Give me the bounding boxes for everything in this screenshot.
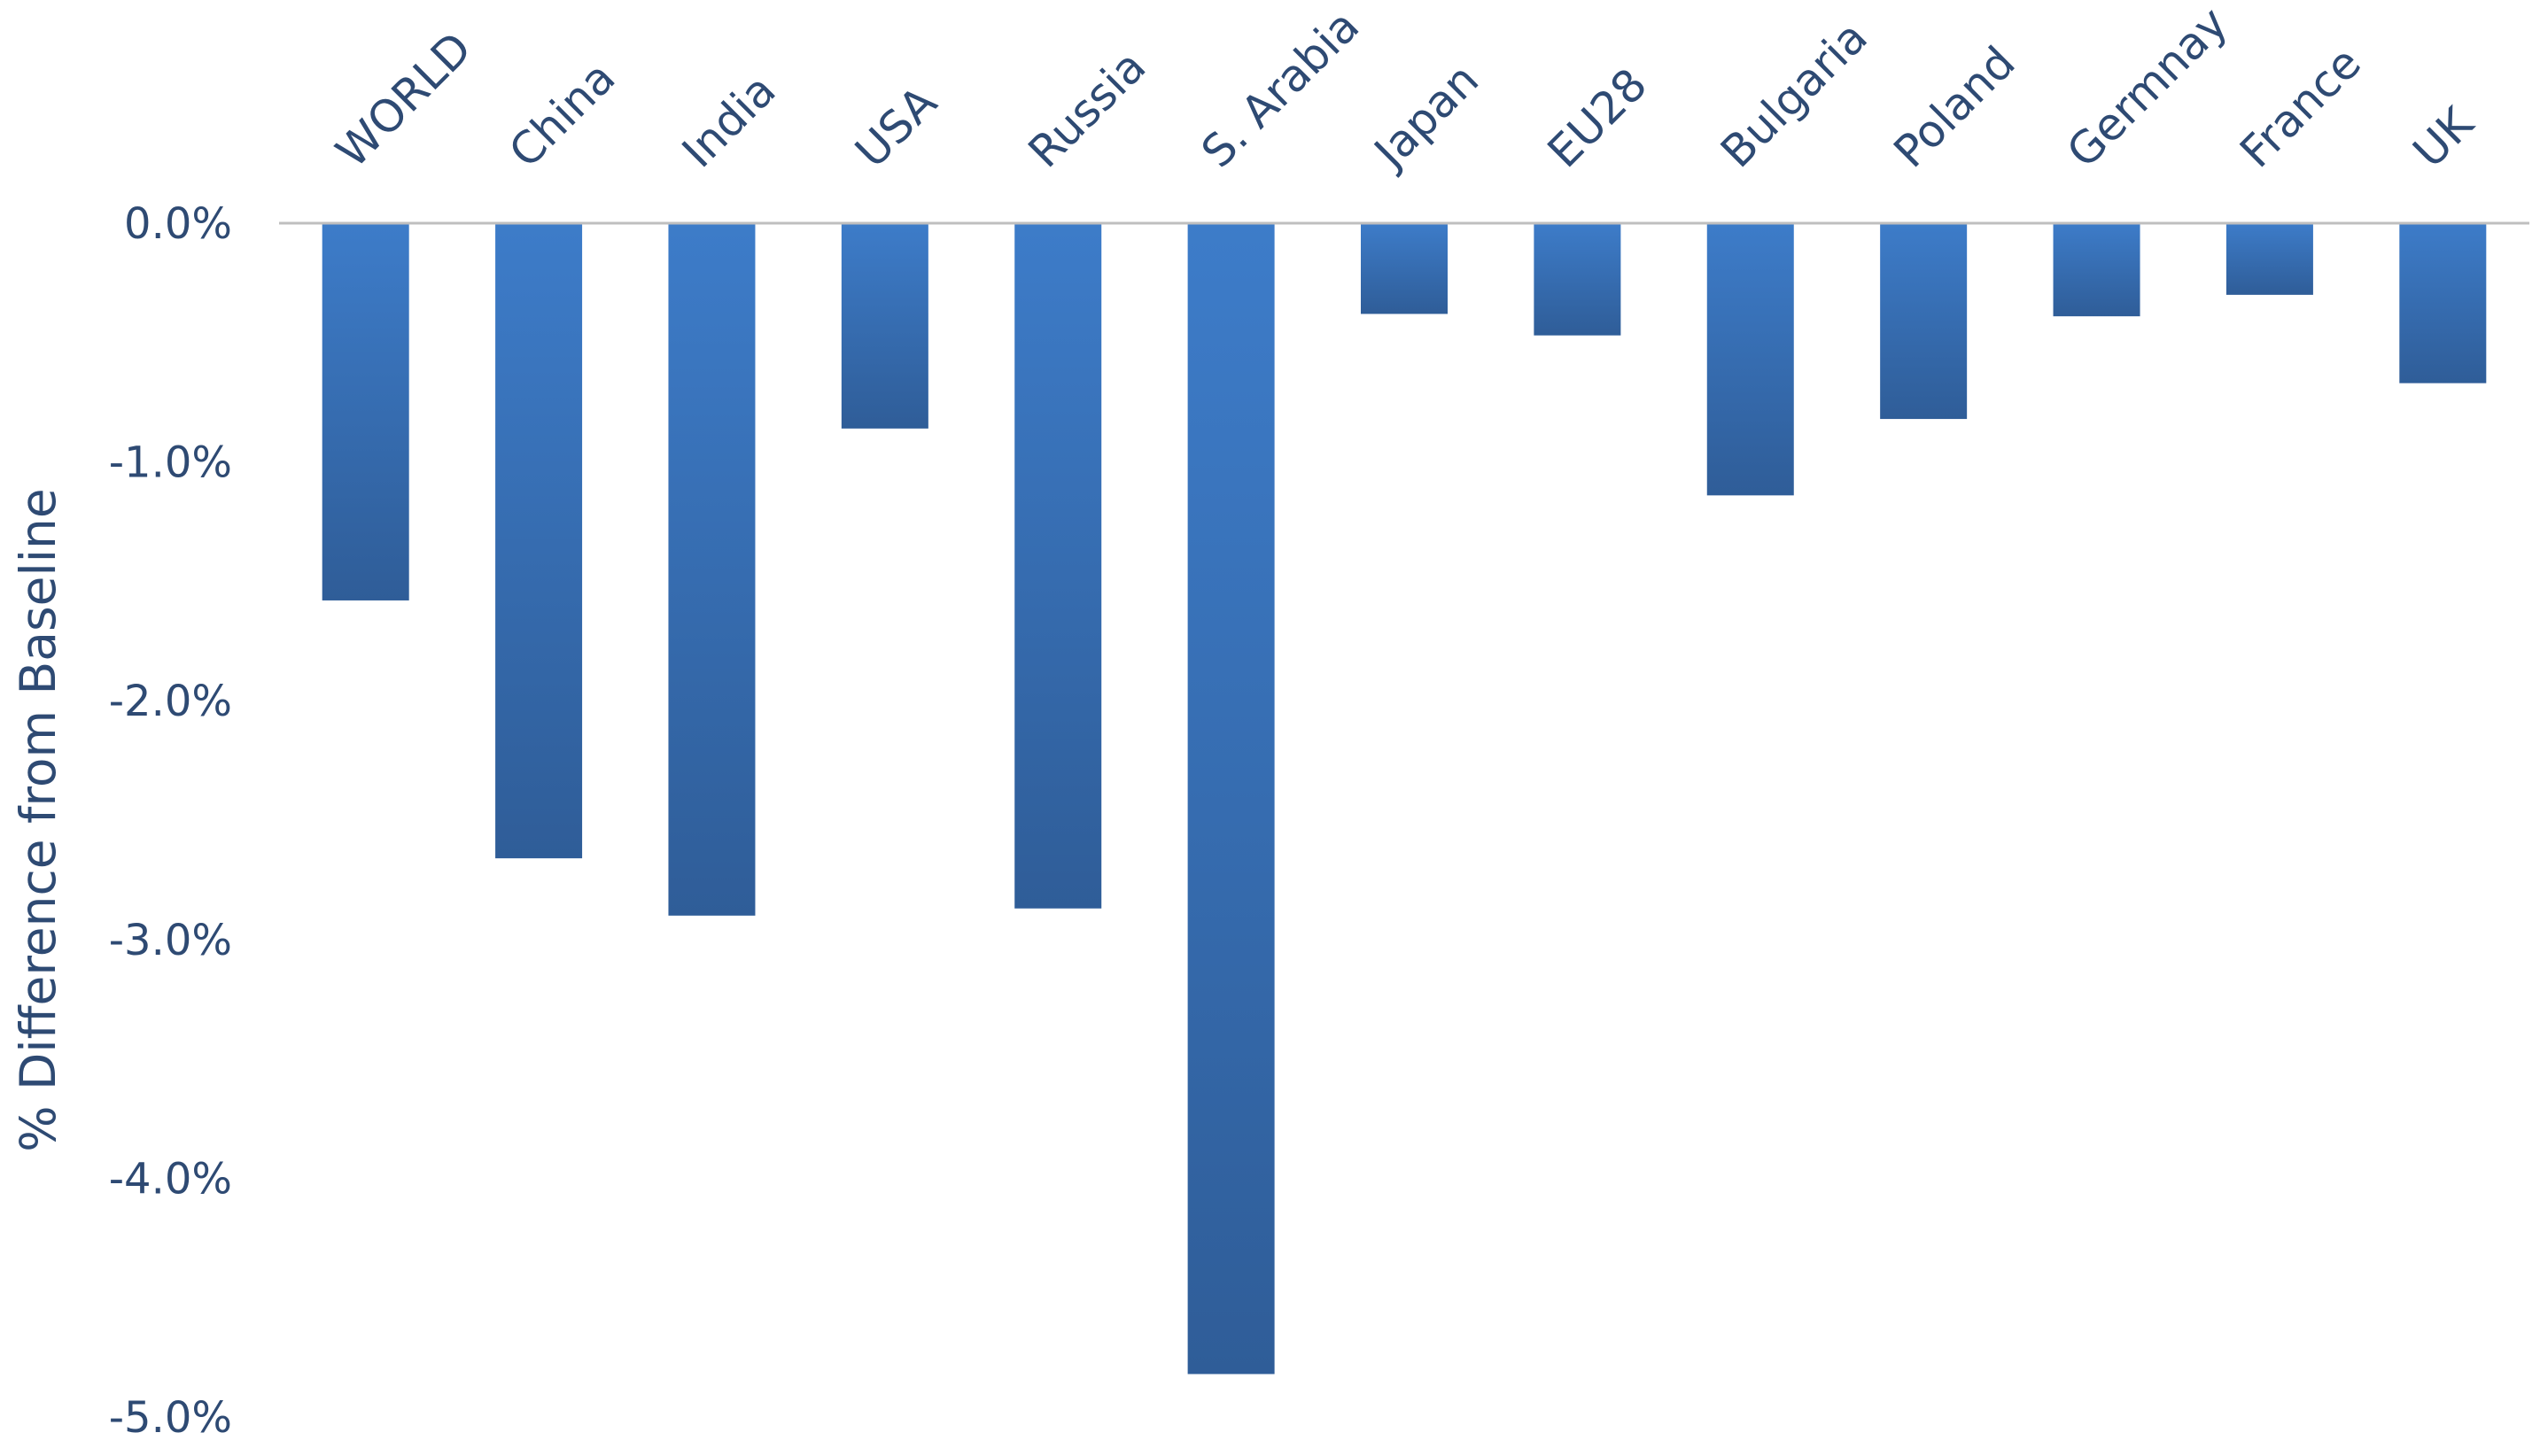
y-tick-label: -4.0% <box>109 1154 232 1204</box>
category-label: UK <box>2404 97 2484 178</box>
y-axis-title: % Difference from Baseline <box>10 488 66 1151</box>
y-tick-label: 0.0% <box>124 199 232 249</box>
bars <box>322 223 2487 1375</box>
bar-india <box>668 223 756 916</box>
y-tick-labels: 0.0% -1.0% -2.0% -3.0% -4.0% -5.0% <box>109 199 232 1443</box>
bar-world <box>322 223 409 600</box>
bar-uk <box>2399 223 2487 383</box>
category-label: India <box>672 65 786 178</box>
bar-poland <box>1880 223 1968 420</box>
y-axis-title-group: % Difference from Baseline <box>10 488 66 1151</box>
category-label: USA <box>845 76 946 177</box>
category-label: Bulgaria <box>1711 12 1877 178</box>
bar-bulgaria <box>1706 223 1794 496</box>
y-tick-label: -2.0% <box>109 677 232 726</box>
category-label: Japan <box>1363 54 1488 180</box>
y-tick-label: -3.0% <box>109 916 232 965</box>
category-label: EU28 <box>1538 58 1657 177</box>
bar-france <box>2225 223 2313 295</box>
bar-russia <box>1014 223 1102 909</box>
category-label: S. Arabia <box>1192 0 1369 177</box>
bar-s-arabia <box>1187 223 1275 1375</box>
bar-japan <box>1361 223 1448 314</box>
y-tick-label: -1.0% <box>109 438 232 488</box>
bar-germnay <box>2053 223 2140 317</box>
category-label: Russia <box>1019 41 1156 178</box>
category-label: China <box>500 51 625 177</box>
category-label: WORLD <box>326 22 481 177</box>
bar-china <box>495 223 583 859</box>
category-label: Poland <box>1884 36 2025 177</box>
category-label: France <box>2230 37 2371 178</box>
y-tick-label: -5.0% <box>109 1393 232 1443</box>
category-label: Germnay <box>2057 0 2238 177</box>
bar-eu28 <box>1534 223 1621 336</box>
bar-usa <box>841 223 928 429</box>
